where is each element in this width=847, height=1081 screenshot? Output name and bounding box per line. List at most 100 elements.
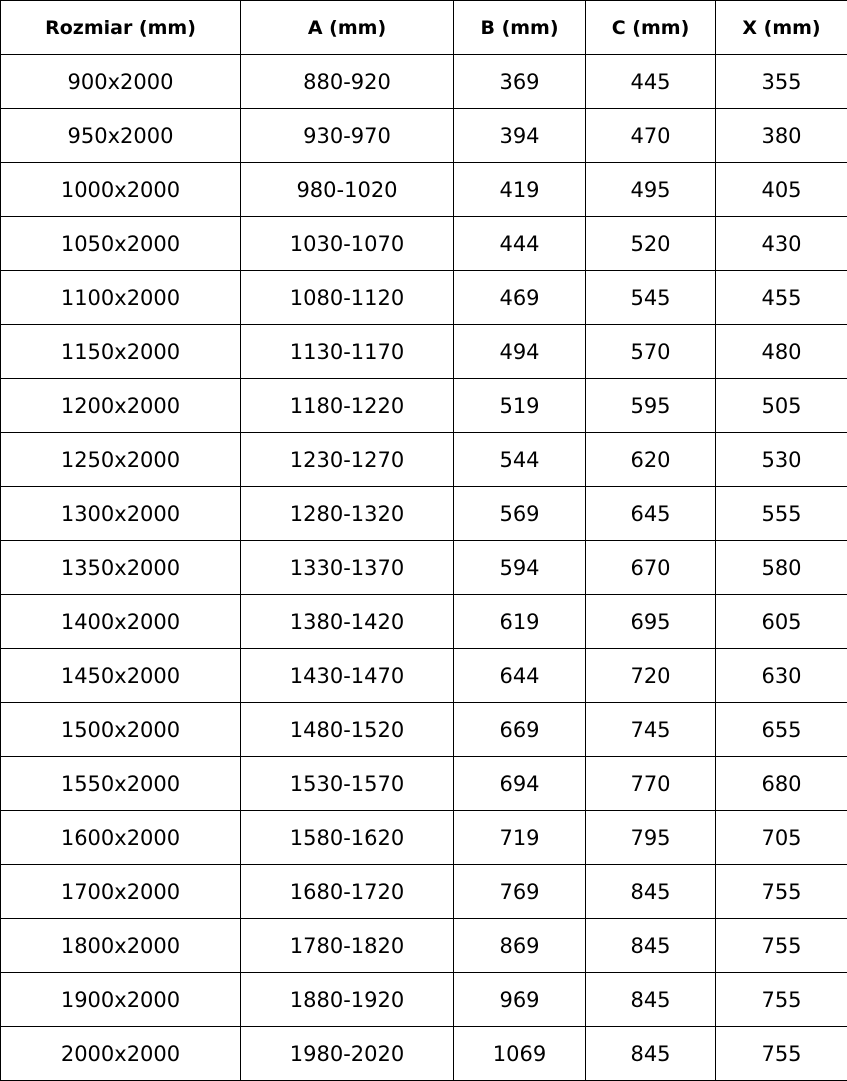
table-row: 1800x2000 1780-1820 869 845 755 xyxy=(0,918,847,973)
cell-c: 620 xyxy=(585,432,716,487)
header-c: C (mm) xyxy=(585,0,716,55)
table-row: 2000x2000 1980-2020 1069 845 755 xyxy=(0,1026,847,1081)
cell-a: 1380-1420 xyxy=(240,594,454,649)
cell-c: 845 xyxy=(585,918,716,973)
table-row: 1000x2000 980-1020 419 495 405 xyxy=(0,162,847,217)
cell-a: 880-920 xyxy=(240,54,454,109)
cell-c: 745 xyxy=(585,702,716,757)
cell-b: 444 xyxy=(453,216,586,271)
cell-b: 469 xyxy=(453,270,586,325)
cell-x: 755 xyxy=(715,864,847,919)
cell-b: 544 xyxy=(453,432,586,487)
cell-b: 669 xyxy=(453,702,586,757)
cell-size: 950x2000 xyxy=(0,108,241,163)
cell-c: 570 xyxy=(585,324,716,379)
cell-b: 519 xyxy=(453,378,586,433)
cell-size: 1550x2000 xyxy=(0,756,241,811)
cell-c: 445 xyxy=(585,54,716,109)
table-row: 1200x2000 1180-1220 519 595 505 xyxy=(0,378,847,433)
cell-size: 1300x2000 xyxy=(0,486,241,541)
cell-x: 405 xyxy=(715,162,847,217)
table-row: 1400x2000 1380-1420 619 695 605 xyxy=(0,594,847,649)
cell-a: 1430-1470 xyxy=(240,648,454,703)
cell-c: 595 xyxy=(585,378,716,433)
cell-a: 1030-1070 xyxy=(240,216,454,271)
cell-c: 470 xyxy=(585,108,716,163)
cell-b: 394 xyxy=(453,108,586,163)
cell-b: 969 xyxy=(453,972,586,1027)
cell-size: 1800x2000 xyxy=(0,918,241,973)
cell-a: 1530-1570 xyxy=(240,756,454,811)
cell-size: 1350x2000 xyxy=(0,540,241,595)
cell-x: 530 xyxy=(715,432,847,487)
cell-c: 495 xyxy=(585,162,716,217)
cell-a: 1130-1170 xyxy=(240,324,454,379)
cell-b: 494 xyxy=(453,324,586,379)
cell-a: 1980-2020 xyxy=(240,1026,454,1081)
cell-b: 419 xyxy=(453,162,586,217)
cell-x: 355 xyxy=(715,54,847,109)
cell-size: 1700x2000 xyxy=(0,864,241,919)
cell-a: 1480-1520 xyxy=(240,702,454,757)
cell-b: 694 xyxy=(453,756,586,811)
cell-x: 605 xyxy=(715,594,847,649)
table-row: 1300x2000 1280-1320 569 645 555 xyxy=(0,486,847,541)
cell-x: 680 xyxy=(715,756,847,811)
cell-a: 1280-1320 xyxy=(240,486,454,541)
cell-b: 719 xyxy=(453,810,586,865)
cell-x: 505 xyxy=(715,378,847,433)
cell-size: 1200x2000 xyxy=(0,378,241,433)
cell-a: 1880-1920 xyxy=(240,972,454,1027)
cell-size: 1000x2000 xyxy=(0,162,241,217)
cell-c: 695 xyxy=(585,594,716,649)
table-row: 1250x2000 1230-1270 544 620 530 xyxy=(0,432,847,487)
cell-b: 569 xyxy=(453,486,586,541)
cell-x: 430 xyxy=(715,216,847,271)
cell-x: 555 xyxy=(715,486,847,541)
cell-size: 1100x2000 xyxy=(0,270,241,325)
table-row: 1100x2000 1080-1120 469 545 455 xyxy=(0,270,847,325)
cell-c: 545 xyxy=(585,270,716,325)
table-row: 1350x2000 1330-1370 594 670 580 xyxy=(0,540,847,595)
cell-c: 845 xyxy=(585,1026,716,1081)
cell-x: 580 xyxy=(715,540,847,595)
cell-a: 980-1020 xyxy=(240,162,454,217)
header-b: B (mm) xyxy=(453,0,586,55)
table-row: 1550x2000 1530-1570 694 770 680 xyxy=(0,756,847,811)
table-row: 1700x2000 1680-1720 769 845 755 xyxy=(0,864,847,919)
cell-size: 1500x2000 xyxy=(0,702,241,757)
cell-size: 900x2000 xyxy=(0,54,241,109)
cell-c: 845 xyxy=(585,972,716,1027)
cell-a: 1330-1370 xyxy=(240,540,454,595)
table-row: 1600x2000 1580-1620 719 795 705 xyxy=(0,810,847,865)
table-row: 1500x2000 1480-1520 669 745 655 xyxy=(0,702,847,757)
cell-x: 480 xyxy=(715,324,847,379)
cell-c: 645 xyxy=(585,486,716,541)
cell-size: 1400x2000 xyxy=(0,594,241,649)
cell-c: 845 xyxy=(585,864,716,919)
cell-a: 1680-1720 xyxy=(240,864,454,919)
table-row: 1900x2000 1880-1920 969 845 755 xyxy=(0,972,847,1027)
table-row: 900x2000 880-920 369 445 355 xyxy=(0,54,847,109)
cell-a: 1230-1270 xyxy=(240,432,454,487)
cell-size: 1250x2000 xyxy=(0,432,241,487)
cell-c: 520 xyxy=(585,216,716,271)
header-x: X (mm) xyxy=(715,0,847,55)
header-row: Rozmiar (mm) A (mm) B (mm) C (mm) X (mm) xyxy=(0,0,847,55)
cell-size: 1050x2000 xyxy=(0,216,241,271)
cell-x: 755 xyxy=(715,1026,847,1081)
cell-x: 630 xyxy=(715,648,847,703)
cell-b: 769 xyxy=(453,864,586,919)
table-row: 1150x2000 1130-1170 494 570 480 xyxy=(0,324,847,379)
table-row: 1050x2000 1030-1070 444 520 430 xyxy=(0,216,847,271)
cell-size: 1900x2000 xyxy=(0,972,241,1027)
cell-x: 380 xyxy=(715,108,847,163)
cell-a: 1580-1620 xyxy=(240,810,454,865)
header-size: Rozmiar (mm) xyxy=(0,0,241,55)
cell-size: 2000x2000 xyxy=(0,1026,241,1081)
cell-c: 795 xyxy=(585,810,716,865)
cell-size: 1150x2000 xyxy=(0,324,241,379)
cell-c: 720 xyxy=(585,648,716,703)
cell-a: 1080-1120 xyxy=(240,270,454,325)
